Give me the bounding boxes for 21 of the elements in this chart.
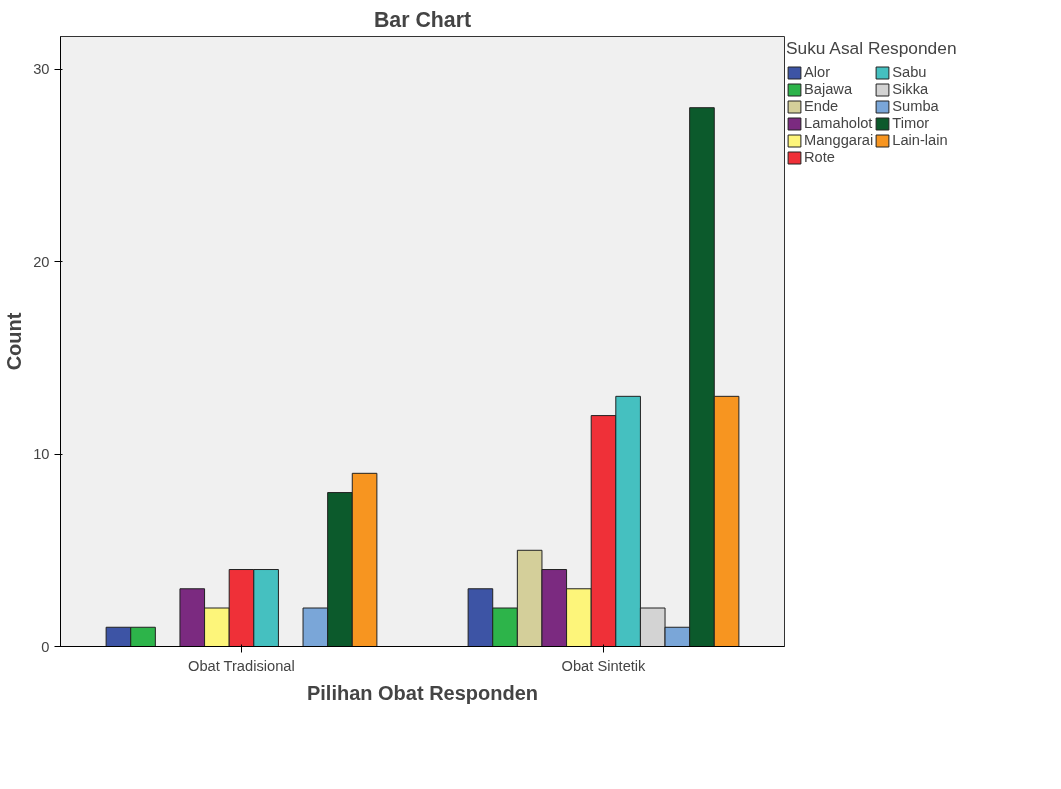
legend-label: Ende xyxy=(804,98,839,114)
legend-label: Lain-lain xyxy=(892,132,948,148)
legend-title: Suku Asal Responden xyxy=(786,38,957,59)
legend-label: Timor xyxy=(892,115,930,131)
y-tick-label: 0 xyxy=(41,638,50,655)
legend-label: Manggarai xyxy=(804,132,874,148)
y-tick-label: 10 xyxy=(33,446,50,463)
y-tick-label: 20 xyxy=(33,253,50,270)
legend-label: Sikka xyxy=(892,81,929,97)
legend-label: Alor xyxy=(804,64,831,80)
x-tick-label: Obat Tradisional xyxy=(188,657,295,674)
chart-title: Bar Chart xyxy=(373,7,472,32)
legend-label: Sabu xyxy=(892,64,927,80)
legend-label: Sumba xyxy=(892,98,939,114)
x-tick-label: Obat Sintetik xyxy=(561,657,647,674)
legend-label: Rote xyxy=(804,149,835,165)
y-axis-title: Count xyxy=(3,312,26,371)
y-tick-label: 30 xyxy=(33,61,50,78)
x-axis-title: Pilihan Obat Responden xyxy=(306,681,539,704)
legend-label: Bajawa xyxy=(804,81,853,97)
legend-label: Lamaholot xyxy=(804,115,873,131)
